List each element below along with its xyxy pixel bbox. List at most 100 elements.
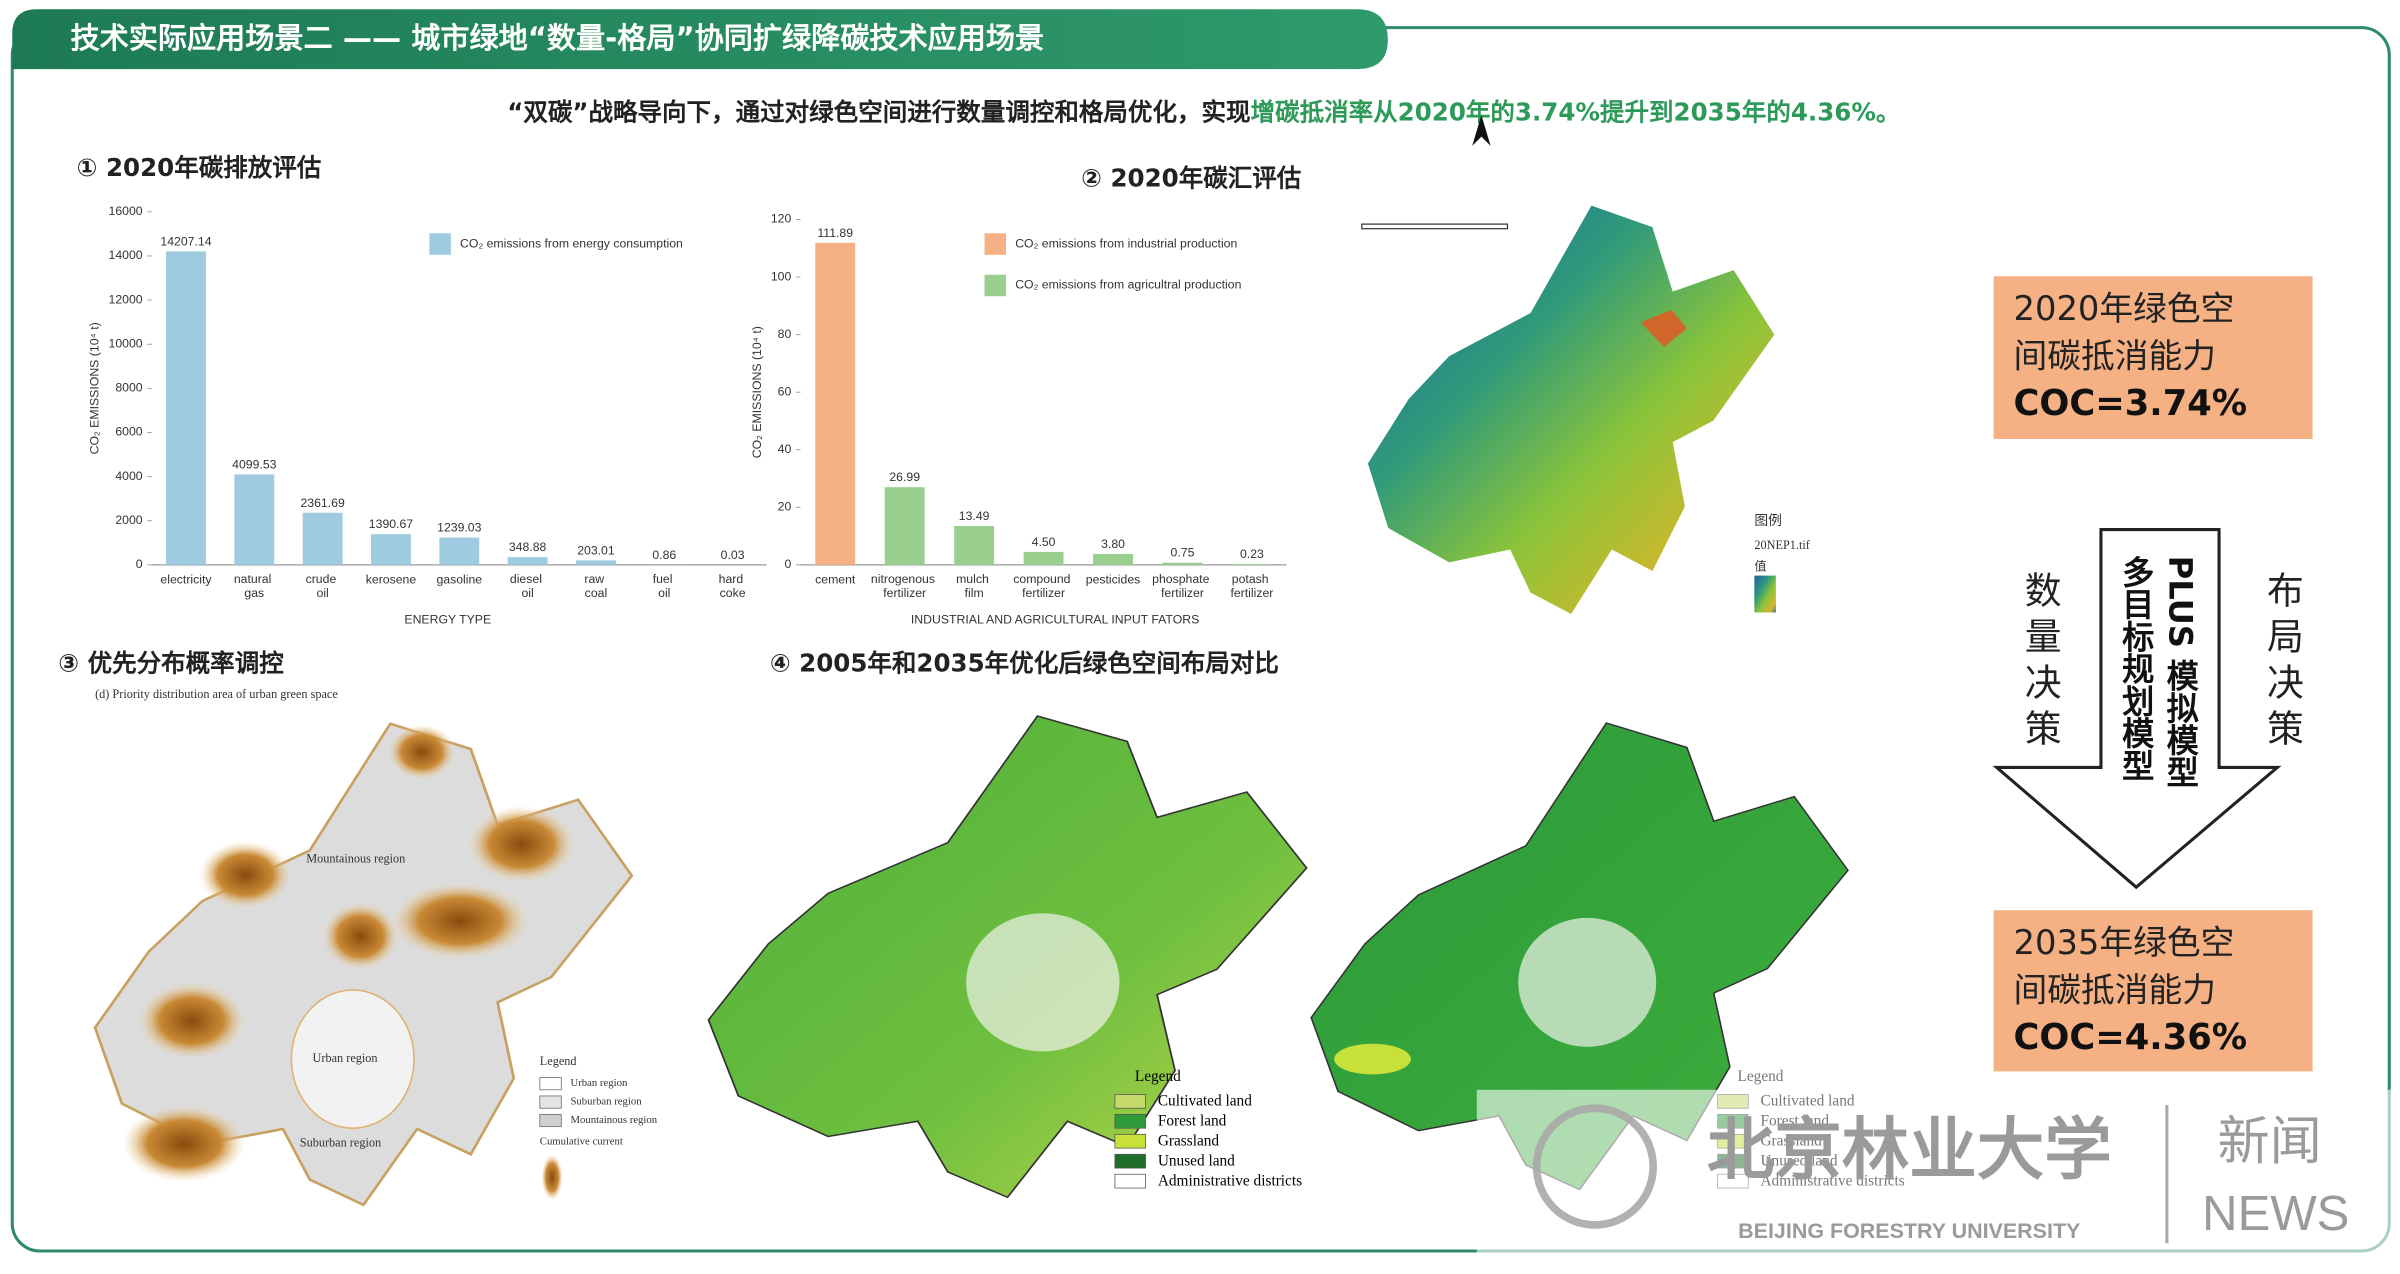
section-title: ④ 2005年和2035年优化后绿色空间布局对比 (770, 649, 1279, 678)
heat-patch (467, 805, 576, 883)
legend-title: 图例 (1754, 513, 1782, 528)
bar (166, 251, 206, 565)
section-title: ① 2020年碳排放评估 (77, 153, 322, 182)
bar (1023, 551, 1064, 565)
legend-swatch (1717, 1173, 1749, 1189)
legend-label: Urban region (570, 1077, 627, 1089)
y-tick-label: 80 (778, 327, 792, 341)
x-axis-label: INDUSTRIAL AND AGRICULTURAL INPUT FATORS (911, 612, 1199, 626)
bar (371, 534, 411, 565)
legend-label: Cultivated land (1158, 1093, 1252, 1110)
legend-label: Grassland (1761, 1133, 1823, 1150)
legend-swatch (1114, 1173, 1146, 1189)
bar (439, 537, 480, 565)
heat-patch (387, 724, 456, 780)
coc-value: COC=3.74% (2014, 383, 2248, 424)
y-tick-label: 40 (778, 442, 792, 456)
arrow (1992, 528, 2282, 890)
legend-swatch (1114, 1153, 1146, 1169)
legend-swatch (539, 1113, 562, 1128)
data-label: 26.99 (889, 470, 920, 484)
heat-patch (322, 902, 399, 971)
grassland-patch (1334, 1043, 1411, 1075)
heat-patch (391, 882, 530, 960)
map-title: (d) Priority distribution area of urban … (95, 687, 338, 701)
y-tick-label: 12000 (109, 292, 143, 306)
layout-maps (708, 716, 1847, 1197)
bar (815, 242, 856, 565)
bar (507, 557, 548, 565)
bar (234, 474, 275, 565)
x-tick-label: kerosene (366, 572, 417, 586)
y-tick-label: 6000 (115, 425, 142, 439)
heat-patch (199, 841, 292, 909)
urban-core (290, 989, 415, 1129)
scale-bar (1361, 223, 1509, 230)
bar (1162, 562, 1203, 565)
x-tick-label: potash fertilizer (1230, 572, 1273, 600)
data-label: 0.86 (652, 548, 676, 562)
x-tick-label: compound fertilizer (1013, 572, 1074, 600)
x-tick-label: electricity (160, 572, 212, 586)
legend-label: CO₂ emissions from energy consumption (460, 236, 683, 250)
legend-swatch (1114, 1133, 1146, 1149)
coc-box (1993, 910, 2313, 1072)
y-tick-label: 120 (771, 212, 792, 226)
legend-title: Legend (540, 1054, 577, 1068)
data-label: 111.89 (817, 226, 853, 240)
legend-swatch (539, 1095, 562, 1109)
legend-swatch (1114, 1113, 1146, 1129)
coc-text: 2020年绿色空间碳抵消能力 (2014, 289, 2235, 376)
subtitle: “双碳”战略导向下，通过对绿色空间进行数量调控和格局优化，实现增碳抵消率从202… (507, 98, 1900, 127)
x-axis-label: ENERGY TYPE (404, 612, 491, 626)
legend-label: Cultivated land (1761, 1093, 1855, 1110)
legend-label: Administrative districts (1158, 1172, 1302, 1189)
legend-swatch (429, 233, 451, 255)
y-tick-label: 8000 (115, 381, 142, 395)
x-tick-label: nitrogenous fertilizer (871, 572, 938, 600)
legend-swatch (1717, 1153, 1749, 1169)
legend-label: CO₂ emissions from industrial production (1015, 236, 1237, 250)
legend-ramp (1754, 575, 1776, 613)
data-label: 14207.14 (160, 234, 211, 248)
x-tick-label: pesticides (1086, 572, 1141, 586)
y-axis-label: CO₂ EMISSIONS (10⁴ t) (87, 322, 101, 454)
y-tick-label: 14000 (109, 248, 143, 262)
legend-file: 20NEP1.tif (1754, 538, 1810, 552)
region-label: Urban region (313, 1051, 378, 1065)
coc-value: COC=4.36% (2014, 1017, 2248, 1058)
data-label: 203.01 (577, 543, 615, 557)
legend-label: Forest land (1158, 1113, 1227, 1130)
heat-patch (138, 982, 246, 1060)
legend-label: Administrative districts (1761, 1172, 1905, 1189)
y-tick-label: 100 (771, 269, 792, 283)
data-label: 1390.67 (369, 517, 413, 531)
legend-label: Mountainous region (570, 1114, 657, 1126)
bar (954, 526, 995, 565)
x-tick-label: raw coal (584, 572, 607, 600)
data-label: 348.88 (509, 540, 547, 554)
legend-swatch (539, 1077, 562, 1091)
region-label: Mountainous region (306, 851, 405, 865)
x-tick-label: natural gas (234, 572, 275, 600)
bar (302, 512, 343, 565)
model-label: 多目标规划模型 (2117, 556, 2155, 782)
legend-label: Grassland (1158, 1133, 1220, 1150)
heat-patch (122, 1105, 246, 1182)
x-tick-label: hard coke (719, 572, 747, 600)
title-bar (12, 9, 1388, 70)
data-label: 4099.53 (232, 457, 276, 471)
legend-label: Forest land (1761, 1113, 1830, 1130)
data-label: 13.49 (959, 509, 990, 523)
bar (576, 560, 616, 565)
coc-text: 2035年绿色空间碳抵消能力 (2014, 922, 2235, 1009)
x-tick-label: phosphate fertilizer (1152, 572, 1213, 600)
legend-ramp (541, 1154, 563, 1201)
y-tick-label: 2000 (115, 513, 142, 527)
legend-title: Legend (1135, 1068, 1181, 1085)
y-tick-label: 20 (778, 500, 792, 514)
legend-swatch (1717, 1113, 1749, 1129)
bar (1231, 564, 1272, 565)
